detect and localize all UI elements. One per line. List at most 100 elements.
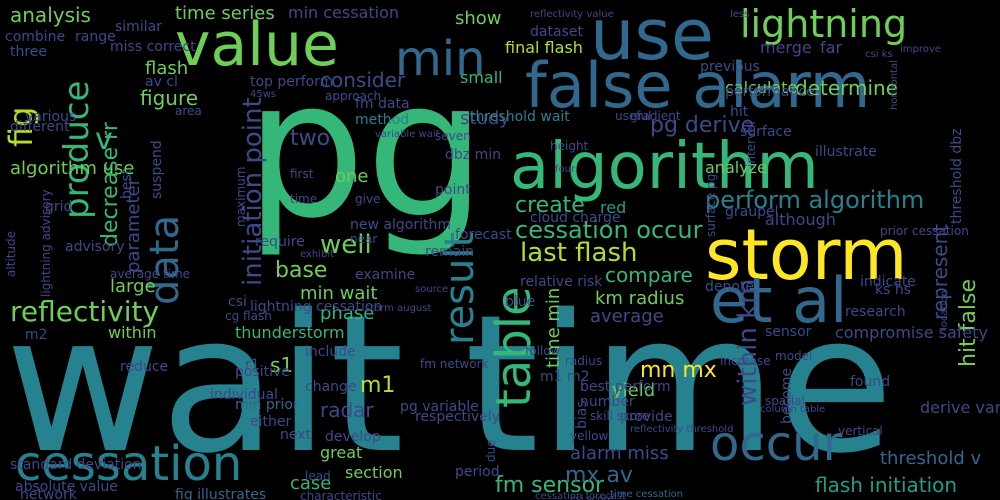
word-147: remain [425,244,475,260]
word-108: suspend [149,140,165,199]
word-72: threshold v [880,448,982,469]
word-130: surface [740,124,792,140]
word-69: fm sensor [495,473,605,498]
word-132: analyze [705,158,767,177]
word-170: skill score [590,409,650,423]
word-62: phase [320,303,375,324]
word-4: storm [705,214,908,296]
word-141: four [555,164,576,175]
word-150: require [255,234,305,250]
word-118: variable wait [375,129,440,140]
word-86: standard deviation [10,457,142,473]
word-42: time [290,192,318,206]
word-137: interval [744,121,758,167]
word-152: examine [355,267,416,283]
word-119: area [175,104,202,118]
word-2: wait time [5,274,894,495]
word-131: illustrate [815,144,877,160]
word-67: section [345,463,403,482]
word-27: figure [140,86,199,110]
word-87: absolute value [15,479,118,495]
word-151: near [350,232,378,246]
word-176: due [484,439,498,462]
word-44: create [515,193,585,218]
word-154: storm august [365,303,432,314]
word-88: fig illustrates [175,487,267,500]
word-158: denote [705,279,755,295]
word-114: maximum [234,166,248,227]
word-104: three [10,44,48,60]
word-95: change [305,379,357,395]
word-174: vertical [838,424,883,438]
word-63: s1 [270,353,294,377]
word-136: surface pg [704,173,718,237]
word-96: individual [210,387,278,403]
word-185: radius [565,354,603,368]
word-25: consider [320,68,406,92]
word-81: next [280,427,312,443]
word-113: average time [110,267,191,281]
word-7: value [175,10,339,80]
word-43: give [355,192,381,206]
word-171: column table [760,404,826,415]
word-140: height [550,139,589,153]
word-61: min wait [300,283,378,304]
word-159: indicate [860,274,916,290]
word-102: range [75,29,116,45]
word-93: either [250,414,292,430]
word-138: gradient [630,109,681,123]
word-101: similar [115,19,162,35]
word-148: exhibit [300,249,335,260]
word-175: bias [574,400,590,429]
word-161: increase [720,354,771,368]
word-129: hit [730,104,749,120]
word-155: relative risk [520,274,603,290]
word-99: av cl [145,74,178,90]
word-98: flash [145,58,189,79]
word-49: threshold wait [470,109,570,125]
word-12: et al [710,264,848,337]
word-37: pg derive [650,113,755,138]
word-21: min cessation [288,3,400,22]
word-1: pg [245,39,487,260]
word-182: model [775,349,813,363]
word-121: merge [760,38,812,57]
word-84: develop [325,429,381,445]
word-189: csi score [570,494,614,500]
word-112: lightning advisory [39,189,53,297]
word-56: yield [612,380,656,401]
word-54: average [590,306,664,327]
word-173: yellow [570,429,609,443]
word-149: new algorithm [350,217,451,233]
word-188: m1 m2 [540,369,590,385]
word-57: alarm miss [570,443,669,464]
word-5: use [590,0,714,76]
word-15: cessation [15,436,243,492]
word-20: time series [175,3,275,24]
word-19: analysis [10,3,91,27]
word-17: reflectivity [10,295,160,328]
word-124: improve [900,44,941,55]
word-111: altitude [4,230,18,277]
word-76: within [108,323,157,342]
word-31: perform algorithm [705,186,925,214]
word-105: various [25,109,77,125]
word-134: although [765,210,836,229]
word-89: time cessation [610,489,684,500]
word-145: cloud charge [530,210,621,226]
word-123: less [730,9,750,20]
word-29: algorithm use [10,158,135,179]
word-172: spatial [765,394,805,408]
word-162: sensor [765,324,812,340]
word-39: small [460,68,503,87]
word-181: follow [525,344,561,358]
word-168: provide [620,409,673,425]
word-33: well [320,230,372,260]
word-30: v [95,122,113,157]
word-51: calculate [725,78,798,97]
word-133: graupel [725,204,779,220]
word-70: mx av [565,463,633,488]
word-166: found [850,374,891,390]
word-100: miss correct [110,39,196,55]
word-79: cg flash [225,309,272,323]
